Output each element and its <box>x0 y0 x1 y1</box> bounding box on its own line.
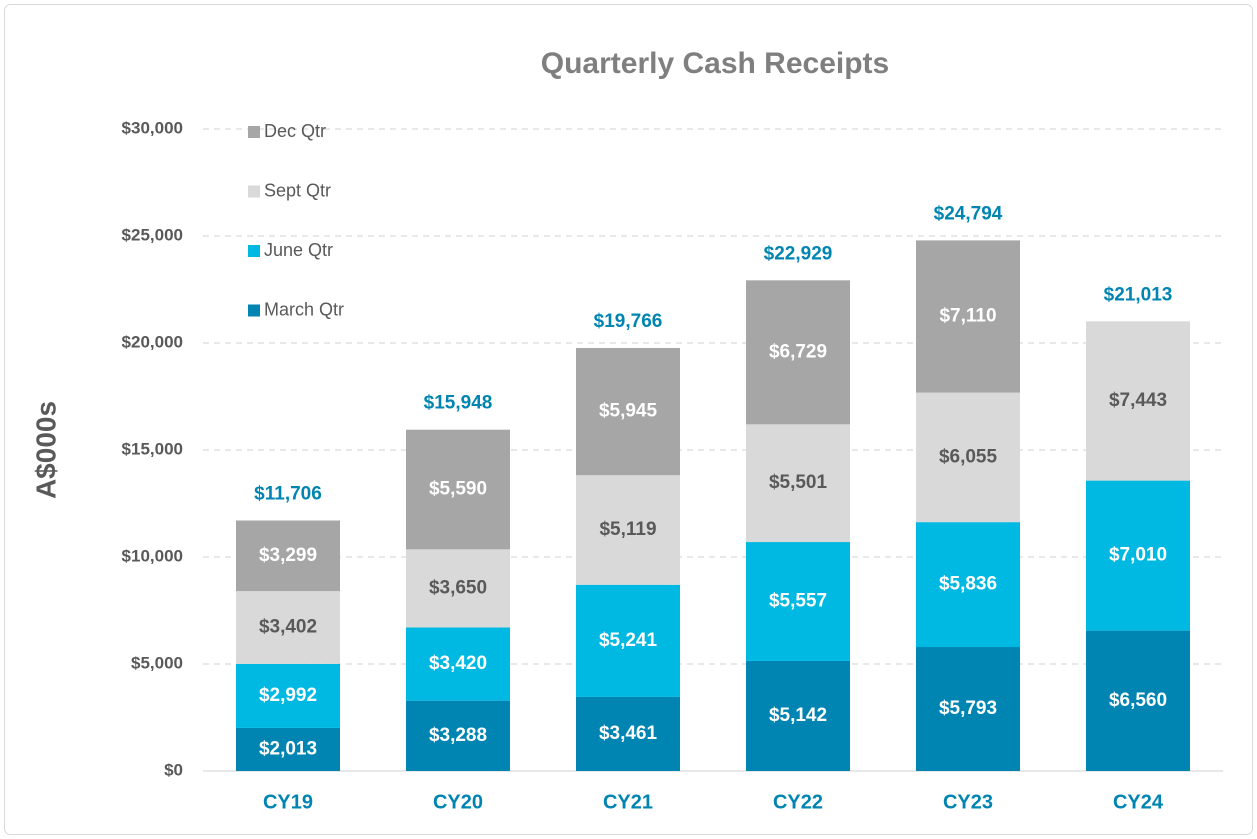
bar-segment <box>406 549 510 628</box>
x-tick-label: CY22 <box>773 791 823 813</box>
data-label: $3,288 <box>429 725 487 746</box>
bar-segment <box>916 647 1020 771</box>
bar-segment <box>746 424 850 543</box>
y-tick-label: $5,000 <box>131 653 183 672</box>
chart-title: Quarterly Cash Receipts <box>541 47 889 80</box>
legend-label: June Qtr <box>264 240 333 260</box>
bar-segment <box>406 429 510 550</box>
bar-segment <box>406 700 510 771</box>
data-label: $5,557 <box>769 591 827 612</box>
legend-swatch <box>248 304 260 317</box>
data-label: $5,241 <box>599 630 658 651</box>
bar-segment <box>576 696 680 771</box>
legend-swatch <box>248 185 260 198</box>
legend-swatch <box>248 126 260 138</box>
data-label: $5,142 <box>769 705 827 726</box>
data-label: $2,013 <box>259 738 317 759</box>
legend-label: Dec Qtr <box>264 121 326 141</box>
data-label: $3,461 <box>599 723 658 744</box>
data-label: $6,560 <box>1109 690 1167 711</box>
data-label: $7,110 <box>939 306 996 327</box>
data-label: $7,443 <box>1109 390 1167 411</box>
data-label: $2,992 <box>259 685 317 706</box>
bar-segment <box>1086 480 1190 631</box>
data-label: $5,119 <box>599 519 656 540</box>
legend-swatch <box>248 245 260 257</box>
bar-segment <box>576 475 680 585</box>
data-label: $6,055 <box>939 446 998 467</box>
bar-segment <box>916 392 1020 523</box>
x-tick-label: CY20 <box>433 791 483 813</box>
data-label: $7,010 <box>1109 545 1167 566</box>
data-label: $5,501 <box>769 472 828 493</box>
data-label: $5,945 <box>599 401 658 422</box>
y-tick-label: $10,000 <box>122 546 183 565</box>
y-tick-label: $15,000 <box>122 439 183 458</box>
y-tick-label: $25,000 <box>122 225 183 244</box>
bar-segment <box>576 348 680 476</box>
total-label: $24,794 <box>934 203 1003 224</box>
total-label: $21,013 <box>1104 284 1173 305</box>
data-label: $5,590 <box>429 479 487 500</box>
total-label: $11,706 <box>254 484 322 505</box>
x-tick-label: CY21 <box>603 791 653 813</box>
bar-segment <box>746 660 850 771</box>
data-label: $3,650 <box>429 577 487 598</box>
data-label: $3,299 <box>259 545 317 566</box>
data-label: $5,836 <box>939 574 997 595</box>
x-tick-label: CY19 <box>263 791 313 813</box>
y-axis-title: A$000s <box>30 401 61 499</box>
y-tick-label: $0 <box>164 760 183 779</box>
data-label: $6,729 <box>769 341 827 362</box>
data-label: $3,402 <box>259 617 317 638</box>
bar-segment <box>236 520 340 592</box>
data-label: $3,420 <box>429 653 487 674</box>
bar-segment <box>236 727 340 771</box>
total-label: $22,929 <box>764 243 833 264</box>
legend-label: Sept Qtr <box>264 180 331 200</box>
x-tick-label: CY24 <box>1113 791 1164 813</box>
bar-segment <box>1086 321 1190 481</box>
bar-segment <box>916 522 1020 648</box>
bar-segment <box>236 663 340 728</box>
data-label: $5,793 <box>939 698 997 719</box>
bar-segment <box>746 542 850 661</box>
total-label: $19,766 <box>594 311 663 332</box>
bar-segment <box>746 280 850 425</box>
bar-segment <box>1086 630 1190 771</box>
total-label: $15,948 <box>424 393 493 414</box>
x-tick-label: CY23 <box>943 791 993 813</box>
bar-segment <box>576 584 680 697</box>
bar-segment <box>236 591 340 664</box>
y-tick-label: $20,000 <box>122 332 183 351</box>
legend-label: March Qtr <box>264 299 344 319</box>
bar-segment <box>406 627 510 701</box>
y-tick-label: $30,000 <box>122 118 183 137</box>
bar-segment <box>916 240 1020 393</box>
